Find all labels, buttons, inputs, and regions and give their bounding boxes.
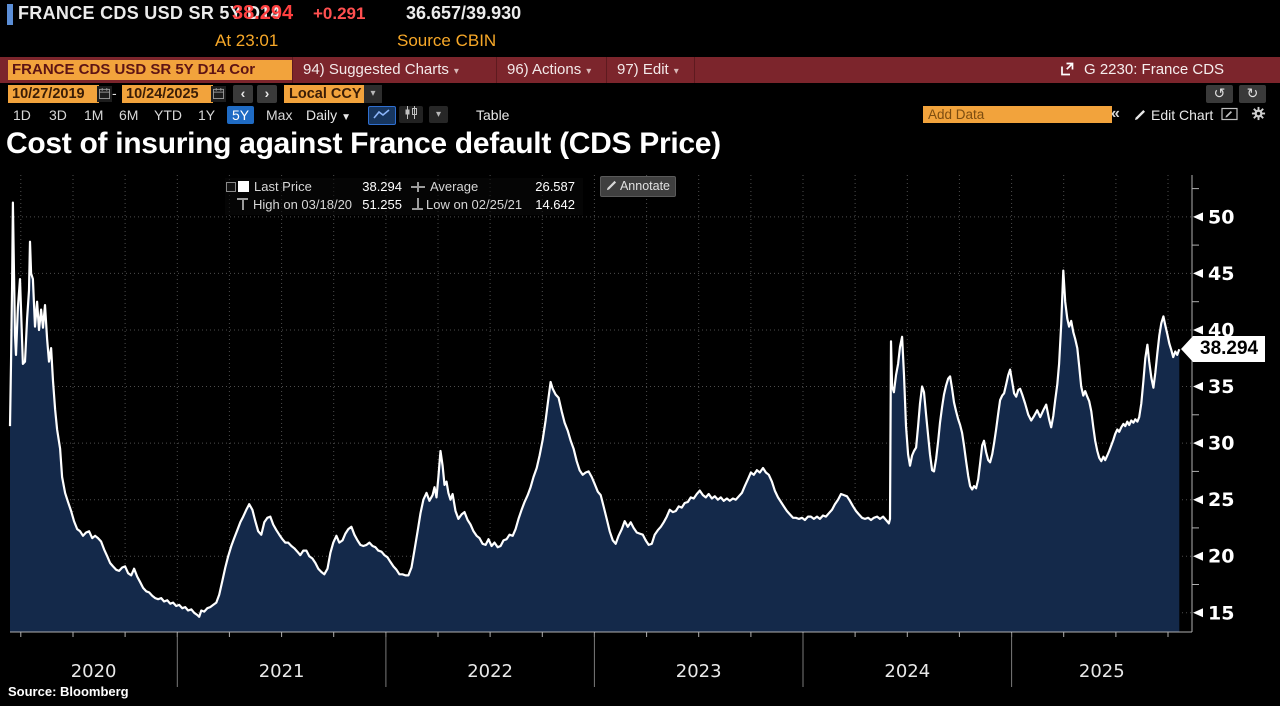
end-date-input[interactable]: 10/24/2025 [122, 85, 213, 103]
calendar-icon[interactable] [211, 86, 226, 102]
bid-ask: 36.657/39.930 [406, 3, 522, 23]
last-price: 38.294 [232, 2, 294, 24]
range-back-button[interactable]: ‹ [233, 85, 253, 103]
currency-select[interactable]: Local CCY [284, 85, 367, 103]
svg-text:45: 45 [1208, 263, 1234, 285]
source-caption: Source: Bloomberg [8, 684, 129, 699]
chart-toolbar: 1D 3D 1M 6M YTD 1Y 5Y Max Daily ▼ ▾ Table… [0, 105, 1280, 127]
chart-type-dropdown-icon[interactable]: ▾ [429, 106, 448, 123]
security-name: FRANCE CDS USD SR 5Y D14 [18, 3, 281, 23]
legend-last-price-label: Last Price [254, 179, 312, 194]
legend-high-value: 51.255 [362, 197, 402, 212]
svg-text:2025: 2025 [1079, 661, 1125, 682]
candle-chart-type-button[interactable] [399, 106, 423, 123]
tab-period-1d[interactable]: 1D [13, 107, 31, 123]
menu-actions[interactable]: 96) Actions ▾ [496, 57, 601, 83]
table-button[interactable]: Table [476, 107, 510, 123]
high-marker-icon [237, 198, 248, 210]
svg-text:2022: 2022 [467, 661, 513, 682]
menu-edit[interactable]: 97) Edit ▾ [606, 57, 689, 83]
legend-last-price-value: 38.294 [362, 179, 402, 194]
edit-chart-button[interactable]: Edit Chart [1134, 106, 1213, 124]
svg-text:30: 30 [1208, 433, 1234, 455]
redo-button[interactable]: ↻ [1239, 85, 1266, 103]
tab-period-5y-selected[interactable]: 5Y [227, 106, 255, 124]
gear-icon[interactable] [1251, 106, 1266, 126]
price-tag-arrow [1181, 336, 1193, 363]
calendar-icon[interactable] [97, 86, 112, 102]
legend-low-value: 14.642 [535, 197, 575, 212]
date-range-separator: - [112, 85, 117, 101]
svg-text:50: 50 [1208, 206, 1234, 228]
collapse-panel-button[interactable]: « [1111, 105, 1120, 122]
chevron-down-icon: ▾ [453, 66, 459, 77]
svg-text:15: 15 [1208, 602, 1234, 624]
last-price-axis-tag: 38.294 [1181, 336, 1266, 363]
currency-dropdown-icon[interactable]: ▾ [364, 85, 382, 103]
annotate-button[interactable]: Annotate [600, 176, 676, 197]
date-range-bar: 10/27/2019 - 10/24/2025 ‹ › Local CCY ▾ … [0, 84, 1280, 105]
svg-text:25: 25 [1208, 489, 1234, 511]
svg-text:20: 20 [1208, 546, 1234, 568]
page-title: Cost of insuring against France default … [6, 127, 721, 160]
line-chart-type-button[interactable] [368, 106, 396, 125]
menu-divider [694, 57, 695, 83]
security-input[interactable]: FRANCE CDS USD SR 5Y D14 Cor [8, 60, 292, 80]
chart-legend: Last Price 38.294 Average 26.587 High on… [225, 178, 583, 215]
tab-period-6m[interactable]: 6M [119, 107, 139, 123]
quote-time: At 23:01 [215, 31, 279, 50]
legend-expander-icon[interactable] [226, 182, 236, 192]
low-marker-icon [412, 198, 423, 210]
security-color-bar [7, 4, 13, 25]
pencil-icon [1135, 110, 1145, 120]
svg-text:2020: 2020 [71, 661, 117, 682]
candlestick-icon [405, 106, 417, 119]
annotate-pencil-icon [606, 180, 617, 191]
chevron-down-icon: ▾ [586, 66, 592, 77]
add-data-input[interactable]: Add Data [923, 106, 1112, 123]
chevron-down-icon: ▼ [341, 112, 352, 123]
chart-id-button[interactable]: G 2230: France CDS [1060, 57, 1224, 83]
undo-button[interactable]: ↺ [1206, 85, 1233, 103]
edit-annotations-icon[interactable] [1221, 107, 1238, 126]
svg-text:2023: 2023 [676, 661, 722, 682]
svg-text:2021: 2021 [259, 661, 305, 682]
legend-average-value: 26.587 [535, 179, 575, 194]
tab-period-max[interactable]: Max [266, 107, 293, 123]
quote-source: Source CBIN [397, 31, 497, 50]
svg-text:2024: 2024 [884, 661, 930, 682]
legend-high-label: High on 03/18/20 [253, 197, 353, 212]
function-menu-bar: FRANCE CDS USD SR 5Y D14 Cor 94) Suggest… [0, 57, 1280, 83]
quote-bar: FRANCE CDS USD SR 5Y D14 38.294 +0.291 3… [0, 0, 1280, 29]
price-change: +0.291 [313, 4, 366, 23]
tab-period-1m[interactable]: 1M [84, 107, 104, 123]
frequency-dropdown[interactable]: Daily ▼ [306, 107, 352, 123]
svg-text:35: 35 [1208, 376, 1234, 398]
start-date-input[interactable]: 10/27/2019 [8, 85, 99, 103]
legend-average-label: Average [430, 179, 479, 194]
last-price-swatch [238, 181, 249, 192]
line-chart-icon [373, 109, 390, 119]
export-icon [1061, 62, 1074, 76]
tab-period-ytd[interactable]: YTD [154, 107, 182, 123]
legend-low-label: Low on 02/25/21 [426, 197, 523, 212]
menu-suggested-charts[interactable]: 94) Suggested Charts ▾ [292, 57, 469, 83]
range-forward-button[interactable]: › [257, 85, 277, 103]
chevron-down-icon: ▾ [673, 66, 679, 77]
tab-period-3d[interactable]: 3D [49, 107, 67, 123]
tab-period-1y[interactable]: 1Y [198, 107, 216, 123]
average-marker-icon [411, 180, 425, 193]
svg-text:40: 40 [1208, 320, 1234, 342]
